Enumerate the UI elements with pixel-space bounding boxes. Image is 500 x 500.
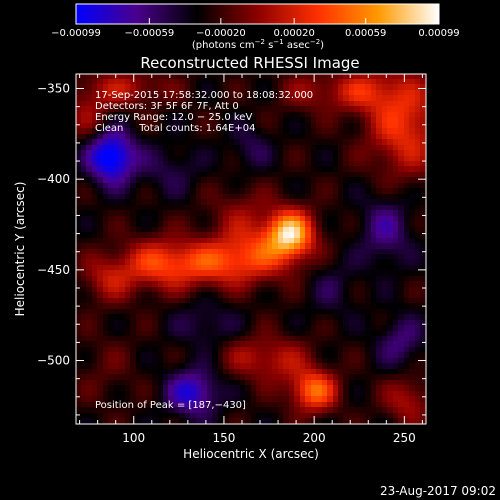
y-tick-label: −400 <box>37 172 70 186</box>
footer-timestamp: 23-Aug-2017 09:02 <box>380 484 496 498</box>
x-axis-label: Heliocentric X (arcsec) <box>183 447 319 461</box>
y-axis-label: Heliocentric Y (arcsec) <box>13 182 27 317</box>
y-tick-label: −450 <box>37 263 70 277</box>
chart-title: Reconstructed RHESSI Image <box>140 54 359 72</box>
colorbar-tick-label: 0.00099 <box>418 28 459 39</box>
x-tick-label: 150 <box>212 431 235 445</box>
y-tick-label: −350 <box>37 82 70 96</box>
colorbar-tick-label: 0.00020 <box>273 28 314 39</box>
y-tick-label: −500 <box>37 354 70 368</box>
heatmap-container <box>76 74 426 424</box>
colorbar-unit-label: (photons cm−2 s−1 asec−2) <box>192 38 324 51</box>
peak-position-label: Position of Peak = [187,−430] <box>95 400 246 411</box>
colorbar-tick-label: −0.00059 <box>124 28 174 39</box>
colorbar-tick-label: −0.00020 <box>196 28 246 39</box>
annotation-detectors: Detectors: 3F 5F 6F 7F, Att 0 <box>95 101 239 112</box>
colorbar-ticks: −0.00099 −0.00059 −0.00020 0.00020 0.00059 0.… <box>51 18 460 39</box>
x-tick-label: 200 <box>303 431 326 445</box>
x-tick-label: 250 <box>393 431 416 445</box>
colorbar-tick-label: −0.00099 <box>51 28 101 39</box>
annotation-time-range: 17-Sep-2015 17:58:32.000 to 18:08:32.000 <box>95 90 313 101</box>
annotation-clean-counts: Clean Total counts: 1.64E+04 <box>95 123 255 134</box>
annotation-energy-range: Energy Range: 12.0 − 25.0 keV <box>95 112 252 123</box>
heatmap-image <box>76 74 426 424</box>
x-axis-ticks: 100 150 200 250 <box>79 74 423 445</box>
colorbar: −0.00099 −0.00059 −0.00020 0.00020 0.00059 0.… <box>51 3 460 51</box>
colorbar-tick-label: 0.00059 <box>345 28 386 39</box>
plot-frame <box>75 73 427 425</box>
y-axis-ticks: −350 −400 −450 −500 <box>37 82 426 416</box>
x-tick-label: 100 <box>122 431 145 445</box>
colorbar-gradient <box>75 3 440 25</box>
